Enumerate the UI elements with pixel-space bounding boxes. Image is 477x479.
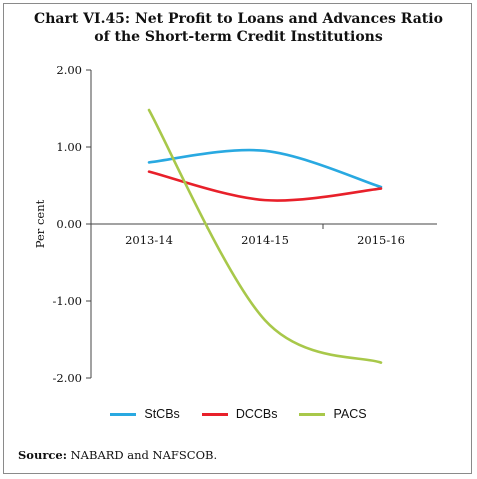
legend-label-pacs: PACS xyxy=(333,407,367,421)
line-chart: 2.00 1.00 0.00 -1.00 -2.00 2013-14 2014-15 2015… xyxy=(33,63,437,385)
y-tick-label: 2.00 xyxy=(56,63,82,77)
y-tick-label: 1.00 xyxy=(56,140,82,154)
chart-title: Chart VI.45: Net Profit to Loans and Adv… xyxy=(4,10,473,46)
legend-swatch-pacs xyxy=(299,412,326,416)
legend: StCBs DCCBs PACS xyxy=(4,407,473,421)
series-line-dccbs xyxy=(147,170,383,202)
legend-item-pacs: PACS xyxy=(299,407,367,421)
x-tick-label: 2014-15 xyxy=(241,233,289,247)
y-axis-title: Per cent xyxy=(33,199,47,248)
x-tick-label: 2015-16 xyxy=(357,233,405,247)
series-line-pacs xyxy=(147,108,383,364)
legend-swatch-stcbs xyxy=(110,412,137,416)
legend-swatch-dccbs xyxy=(201,412,228,416)
legend-item-stcbs: StCBs xyxy=(110,407,180,421)
source-text: NABARD and NAFSCOB. xyxy=(66,448,218,462)
source-note: Source: NABARD and NAFSCOB. xyxy=(18,448,217,462)
legend-item-dccbs: DCCBs xyxy=(201,407,278,421)
series-line-stcbs xyxy=(147,148,383,189)
y-tick-label: -2.00 xyxy=(53,371,83,385)
source-label: Source: xyxy=(18,448,67,462)
legend-label-stcbs: StCBs xyxy=(144,407,180,421)
chart-title-line-2: of the Short-term Credit Institutions xyxy=(94,29,383,45)
chart-frame: Chart VI.45: Net Profit to Loans and Adv… xyxy=(3,3,472,474)
x-tick-label: 2013-14 xyxy=(125,233,173,247)
y-tick-label: 0.00 xyxy=(56,217,82,231)
series-lines xyxy=(147,108,383,364)
y-tick-label: -1.00 xyxy=(53,294,83,308)
chart-title-line-1: Chart VI.45: Net Profit to Loans and Adv… xyxy=(34,11,443,27)
legend-label-dccbs: DCCBs xyxy=(235,407,278,421)
axes: 2.00 1.00 0.00 -1.00 -2.00 2013-14 2014-15 2015… xyxy=(53,63,437,385)
